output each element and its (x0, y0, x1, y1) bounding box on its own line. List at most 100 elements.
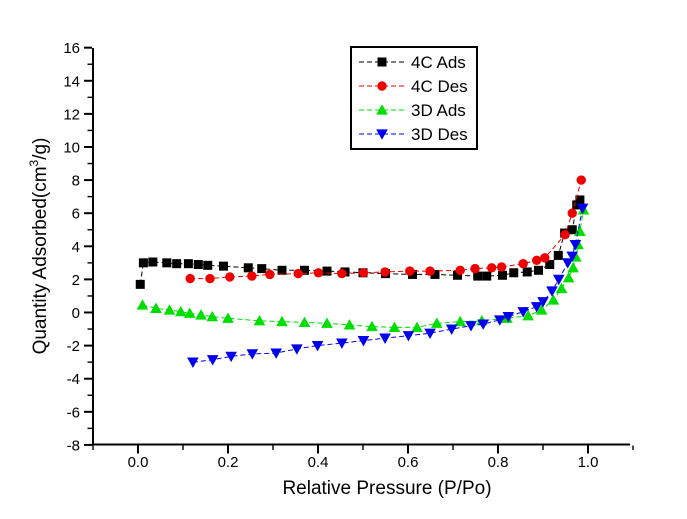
marker-4c-ads (219, 261, 228, 271)
marker-4c-ads (498, 270, 507, 280)
marker-4c-ads (553, 250, 563, 260)
marker-3d-ads (343, 319, 356, 330)
legend-item-4c-des: 4C Des (352, 74, 476, 98)
marker-4c-ads (300, 265, 309, 275)
marker-3d-des (530, 302, 543, 313)
marker-4c-des (358, 268, 369, 278)
y-axis-title-suffix: /g) (30, 137, 51, 160)
marker-4c-des (337, 268, 347, 279)
marker-4c-des (205, 273, 215, 284)
marker-3d-ads (562, 271, 575, 283)
legend-key-3d-ads (359, 104, 405, 115)
marker-3d-des (246, 349, 259, 360)
x-tick-label: 1.0 (578, 454, 599, 471)
marker-3d-ads (366, 320, 378, 332)
marker-4c-ads (522, 267, 532, 277)
marker-3d-des (187, 357, 199, 368)
marker-3d-des (336, 338, 348, 349)
marker-4c-ads (322, 266, 332, 276)
marker-3d-des (537, 297, 549, 308)
marker-4c-ads (277, 265, 287, 275)
legend-item-4c-ads: 4C Ads (352, 50, 476, 74)
marker-3d-ads (522, 310, 534, 321)
y-tick-label: 8 (72, 173, 80, 190)
marker-3d-des (311, 341, 324, 352)
marker-4c-des (576, 175, 586, 185)
legend-label-3d-ads: 3D Ads (411, 100, 466, 120)
marker-3d-ads (150, 302, 162, 313)
marker-3d-des (546, 286, 558, 297)
marker-3d-ads (431, 317, 443, 328)
y-tick-label: 0 (72, 305, 80, 322)
marker-3d-des (379, 333, 391, 344)
marker-4c-ads (473, 271, 483, 281)
y-tick-label: 12 (63, 106, 80, 123)
marker-4c-des (496, 262, 507, 272)
marker-3d-des (477, 319, 489, 330)
marker-4c-des (532, 255, 542, 266)
y-tick-label: 4 (72, 239, 80, 256)
marker-3d-des (561, 258, 574, 269)
marker-4c-ads (453, 270, 462, 280)
marker-3d-ads (174, 305, 187, 317)
marker-4c-ads (534, 265, 543, 275)
marker-4c-des (185, 273, 195, 284)
marker-3d-des (357, 336, 370, 347)
y-tick-label: 10 (63, 139, 80, 156)
legend-item-3d-des: 3D Des (352, 122, 476, 146)
marker-4c-ads (545, 259, 555, 269)
marker-3d-des (566, 251, 579, 263)
y-axis-title-text: Quantity Adsorbed(cm (30, 166, 51, 355)
marker-3d-des (424, 328, 436, 339)
marker-3d-ads (454, 315, 466, 327)
legend-key-4c-des (359, 81, 405, 91)
marker-3d-ads (183, 307, 196, 318)
marker-3d-des (225, 351, 237, 363)
marker-3d-ads (276, 315, 288, 327)
marker-3d-des (402, 331, 415, 342)
legend-marker-4c-ads (377, 57, 387, 67)
marker-4c-des (313, 268, 324, 278)
legend-marker-3d-ads (376, 104, 388, 115)
marker-3d-ads (136, 299, 149, 310)
marker-3d-ads (535, 304, 548, 315)
marker-3d-des (576, 203, 589, 215)
marker-4c-ads (162, 258, 172, 268)
marker-3d-des (502, 312, 515, 323)
x-tick-label: 0.6 (398, 454, 419, 471)
marker-4c-ads (138, 258, 148, 268)
y-tick-label: 6 (72, 206, 80, 223)
marker-3d-des (270, 348, 282, 359)
marker-4c-des (470, 263, 480, 274)
legend-label-3d-des: 3D Des (411, 124, 468, 144)
marker-4c-des (425, 266, 435, 276)
x-tick-label: 0.2 (218, 454, 239, 471)
marker-4c-ads (575, 195, 585, 205)
marker-4c-des (455, 265, 465, 275)
marker-3d-ads (298, 316, 311, 328)
marker-3d-ads (206, 310, 219, 322)
marker-4c-des (567, 208, 577, 218)
legend-label-4c-des: 4C Des (411, 76, 468, 96)
y-tick-label: 2 (72, 272, 80, 289)
marker-4c-des (225, 272, 235, 282)
y-tick-label: -4 (67, 371, 80, 388)
y-tick-label: -8 (67, 437, 80, 454)
marker-4c-ads (482, 271, 492, 281)
legend-label-4c-ads: 4C Ads (411, 52, 466, 72)
marker-4c-ads (257, 264, 267, 274)
marker-3d-ads (253, 314, 266, 326)
y-tick-label: 16 (63, 40, 80, 57)
legend-key-3d-des (359, 129, 405, 140)
marker-4c-des (405, 266, 415, 276)
marker-3d-des (465, 321, 477, 332)
marker-4c-des (487, 263, 497, 273)
marker-4c-ads (567, 225, 577, 235)
y-axis-title-superscript: 3 (26, 159, 41, 167)
marker-4c-ads (430, 269, 440, 279)
marker-3d-des (494, 315, 506, 326)
marker-4c-des (380, 267, 390, 277)
marker-3d-ads (555, 282, 568, 294)
legend-item-3d-ads: 3D Ads (352, 98, 476, 122)
